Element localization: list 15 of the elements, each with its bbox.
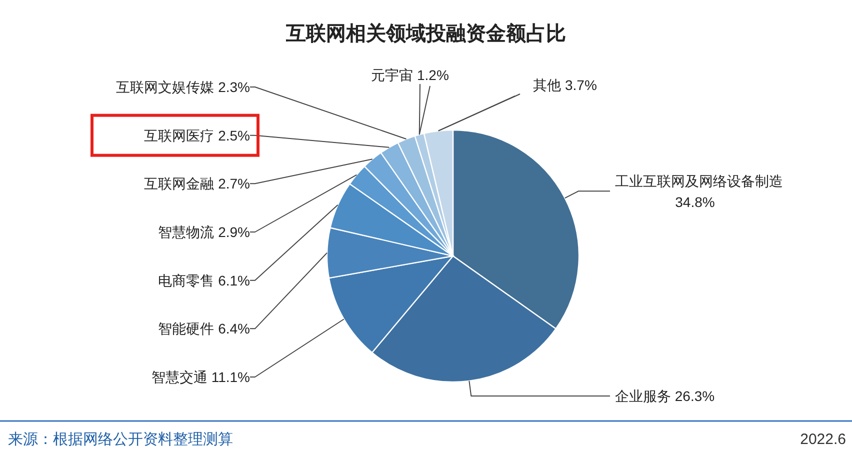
text: 2022.6 (800, 431, 846, 448)
slice-label: 企业服务 26.3% (615, 388, 715, 404)
slice-label: 互联网文娱传媒 2.3% (116, 79, 250, 95)
source-note: 来源：根据网络公开资料整理测算 (8, 431, 233, 448)
slice-label: 互联网医疗 2.5% (144, 127, 250, 144)
slice-label: 智能硬件 6.4% (158, 320, 250, 337)
slice-label: 电商零售 6.1% (158, 272, 250, 288)
chart-title: 互联网相关领域投融资金额占比 (285, 22, 566, 45)
slice-label: 元宇宙 1.2% (371, 67, 449, 83)
slice-label: 智慧交通 11.1% (151, 369, 250, 385)
data-label: 34.8% (675, 194, 715, 210)
slice-label: 智慧物流 2.9% (158, 224, 250, 240)
slice-label: 互联网金融 2.7% (144, 176, 250, 192)
slice-label: 其他 3.7% (533, 77, 597, 93)
slice-label: 工业互联网及网络设备制造 (615, 173, 783, 190)
